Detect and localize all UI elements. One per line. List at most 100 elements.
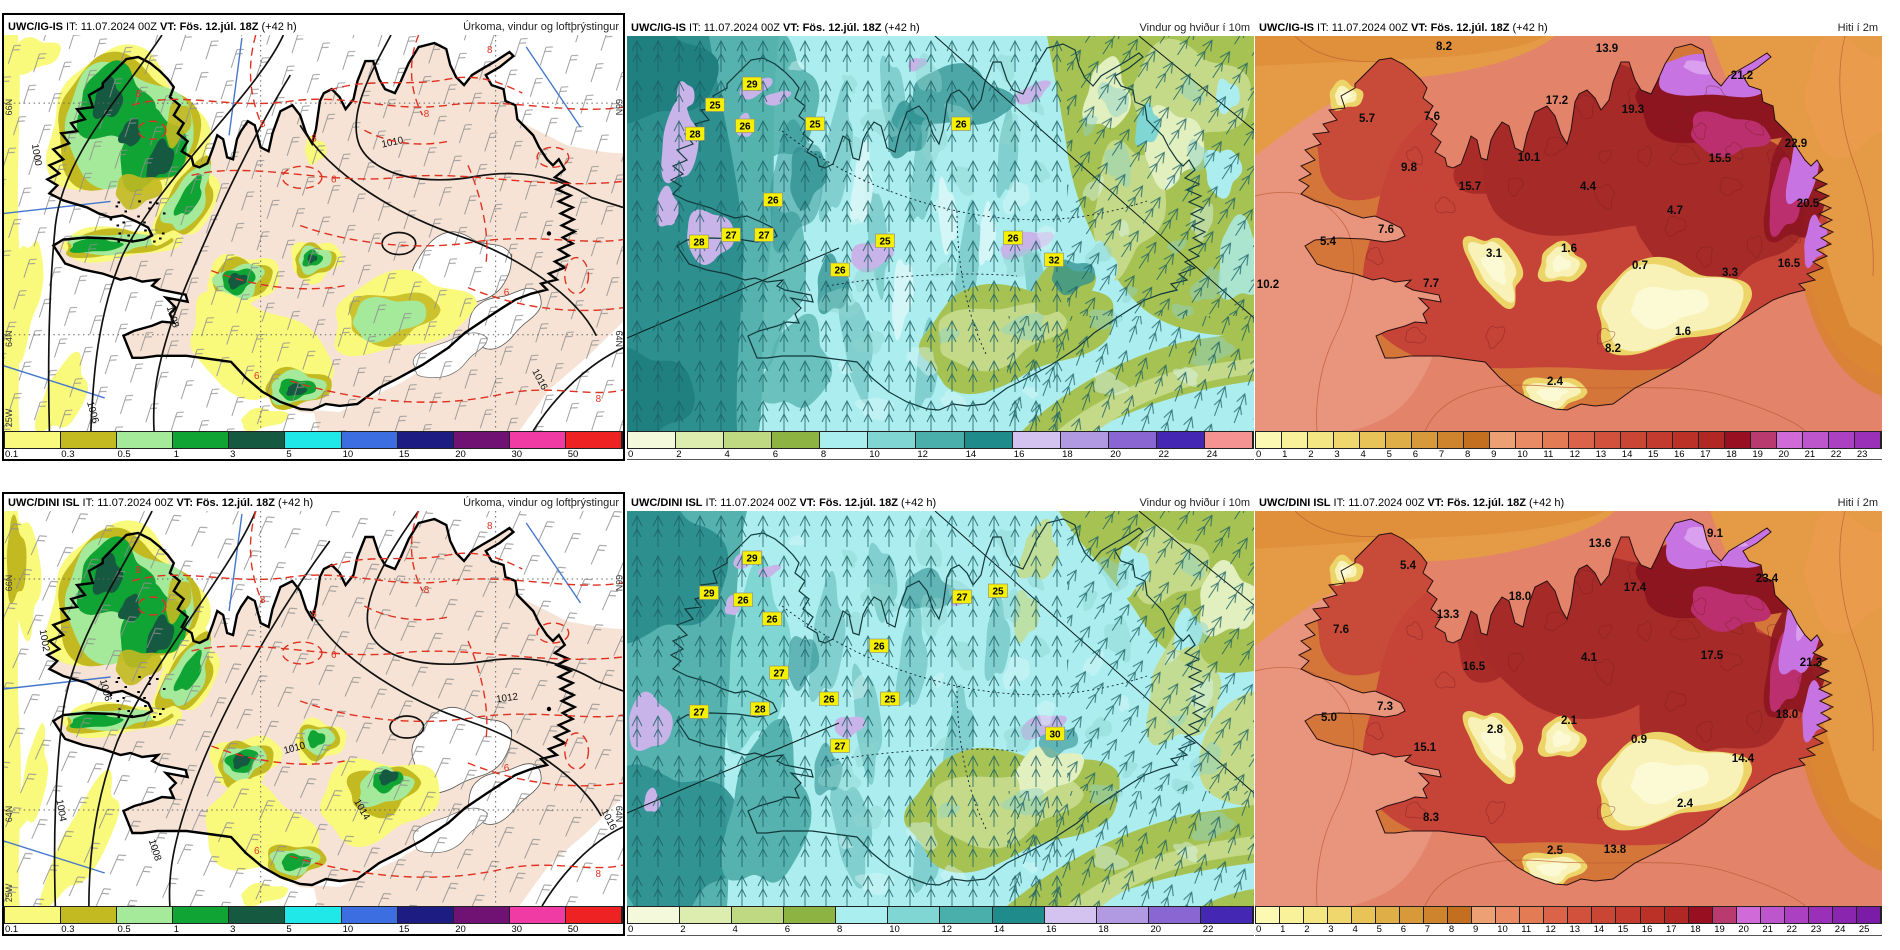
- svg-text:17.5: 17.5: [1701, 650, 1724, 662]
- svg-text:26: 26: [766, 615, 778, 626]
- svg-text:7.6: 7.6: [1424, 111, 1440, 123]
- svg-text:25: 25: [809, 120, 821, 131]
- svg-text:7.3: 7.3: [1377, 701, 1393, 713]
- svg-text:27: 27: [758, 231, 770, 242]
- svg-text:13.9: 13.9: [1596, 43, 1618, 55]
- svg-text:0.9: 0.9: [1631, 734, 1647, 746]
- svg-text:22.9: 22.9: [1785, 138, 1807, 150]
- svg-text:5.0: 5.0: [1321, 712, 1337, 724]
- svg-text:18.0: 18.0: [1776, 709, 1798, 721]
- svg-text:66N: 66N: [4, 99, 14, 116]
- svg-text:64N: 64N: [614, 806, 623, 823]
- svg-text:25: 25: [884, 695, 896, 706]
- svg-text:15.7: 15.7: [1459, 181, 1481, 193]
- svg-text:29: 29: [746, 80, 758, 91]
- svg-text:16.5: 16.5: [1463, 661, 1486, 673]
- svg-text:3.3: 3.3: [1722, 267, 1738, 279]
- svg-text:28: 28: [693, 238, 705, 249]
- svg-text:5.4: 5.4: [1400, 560, 1417, 572]
- svg-text:26: 26: [873, 642, 885, 653]
- svg-text:2.8: 2.8: [1487, 724, 1504, 736]
- svg-text:2.4: 2.4: [1547, 376, 1564, 388]
- svg-text:14.4: 14.4: [1732, 753, 1755, 765]
- svg-text:5.4: 5.4: [1320, 236, 1337, 248]
- svg-text:26: 26: [1007, 234, 1019, 245]
- svg-text:16.5: 16.5: [1778, 258, 1801, 270]
- svg-text:8: 8: [311, 133, 317, 144]
- svg-text:2.5: 2.5: [1547, 845, 1564, 857]
- svg-text:26: 26: [737, 596, 749, 607]
- svg-text:17.2: 17.2: [1546, 95, 1568, 107]
- svg-text:4.1: 4.1: [1581, 652, 1598, 664]
- svg-text:26: 26: [739, 122, 751, 133]
- svg-text:7.7: 7.7: [1423, 278, 1439, 290]
- svg-text:13.3: 13.3: [1437, 609, 1459, 621]
- svg-text:1004: 1004: [53, 799, 68, 823]
- svg-text:6: 6: [504, 288, 510, 299]
- svg-text:0.7: 0.7: [1632, 260, 1648, 272]
- svg-text:1012: 1012: [496, 691, 520, 705]
- svg-text:26: 26: [767, 196, 779, 207]
- svg-text:8: 8: [424, 585, 430, 596]
- svg-text:1.6: 1.6: [1675, 326, 1691, 338]
- svg-text:3.1: 3.1: [1486, 248, 1503, 260]
- svg-text:27: 27: [834, 742, 846, 753]
- svg-text:6: 6: [254, 371, 260, 382]
- svg-text:27: 27: [725, 231, 737, 242]
- svg-text:8: 8: [311, 609, 317, 620]
- svg-text:1010: 1010: [381, 135, 405, 151]
- svg-text:28: 28: [754, 705, 766, 716]
- svg-text:26: 26: [823, 695, 835, 706]
- svg-text:8: 8: [260, 119, 266, 130]
- svg-text:2.1: 2.1: [1561, 715, 1578, 727]
- svg-text:32: 32: [1048, 256, 1060, 267]
- svg-text:15.5: 15.5: [1709, 153, 1732, 165]
- svg-text:1.6: 1.6: [1561, 243, 1577, 255]
- svg-text:6: 6: [254, 846, 260, 857]
- svg-text:9.1: 9.1: [1707, 528, 1724, 540]
- svg-text:25W: 25W: [4, 408, 14, 427]
- svg-text:2.4: 2.4: [1677, 798, 1694, 810]
- svg-text:25: 25: [992, 587, 1004, 598]
- svg-text:66N: 66N: [614, 575, 623, 592]
- svg-text:18.0: 18.0: [1509, 591, 1531, 603]
- svg-text:8: 8: [424, 109, 430, 120]
- svg-text:21.2: 21.2: [1731, 70, 1753, 82]
- svg-text:5.7: 5.7: [1359, 113, 1375, 125]
- svg-text:29: 29: [703, 589, 715, 600]
- svg-text:8: 8: [136, 89, 142, 100]
- svg-text:23.4: 23.4: [1756, 573, 1779, 585]
- svg-text:21.3: 21.3: [1800, 657, 1822, 669]
- svg-text:28: 28: [689, 130, 701, 141]
- svg-text:6: 6: [331, 650, 337, 661]
- svg-text:8.3: 8.3: [1423, 812, 1439, 824]
- svg-text:8: 8: [136, 565, 142, 576]
- svg-text:19.3: 19.3: [1622, 104, 1644, 116]
- svg-text:6: 6: [331, 174, 337, 185]
- svg-text:7.6: 7.6: [1333, 624, 1349, 636]
- svg-text:26: 26: [834, 266, 846, 277]
- svg-text:1000: 1000: [29, 143, 44, 167]
- svg-text:8: 8: [487, 521, 493, 532]
- svg-text:20.5: 20.5: [1797, 198, 1820, 210]
- svg-text:25: 25: [709, 101, 721, 112]
- svg-text:8.2: 8.2: [1436, 41, 1452, 53]
- svg-text:7.6: 7.6: [1378, 224, 1394, 236]
- svg-text:64N: 64N: [4, 331, 14, 348]
- svg-text:13.8: 13.8: [1604, 844, 1627, 856]
- svg-text:4.4: 4.4: [1580, 181, 1597, 193]
- svg-text:29: 29: [746, 554, 758, 565]
- svg-text:66N: 66N: [614, 99, 623, 116]
- svg-text:27: 27: [693, 708, 705, 719]
- svg-text:10.1: 10.1: [1518, 152, 1541, 164]
- svg-text:8.2: 8.2: [1605, 343, 1621, 355]
- svg-text:8: 8: [596, 869, 602, 880]
- svg-text:27: 27: [956, 593, 968, 604]
- svg-text:15.1: 15.1: [1414, 742, 1437, 754]
- svg-text:1002: 1002: [37, 629, 52, 653]
- svg-text:25: 25: [879, 237, 891, 248]
- svg-text:6: 6: [504, 763, 510, 774]
- svg-text:8: 8: [487, 45, 493, 56]
- svg-text:13.6: 13.6: [1589, 538, 1611, 550]
- svg-text:26: 26: [955, 120, 967, 131]
